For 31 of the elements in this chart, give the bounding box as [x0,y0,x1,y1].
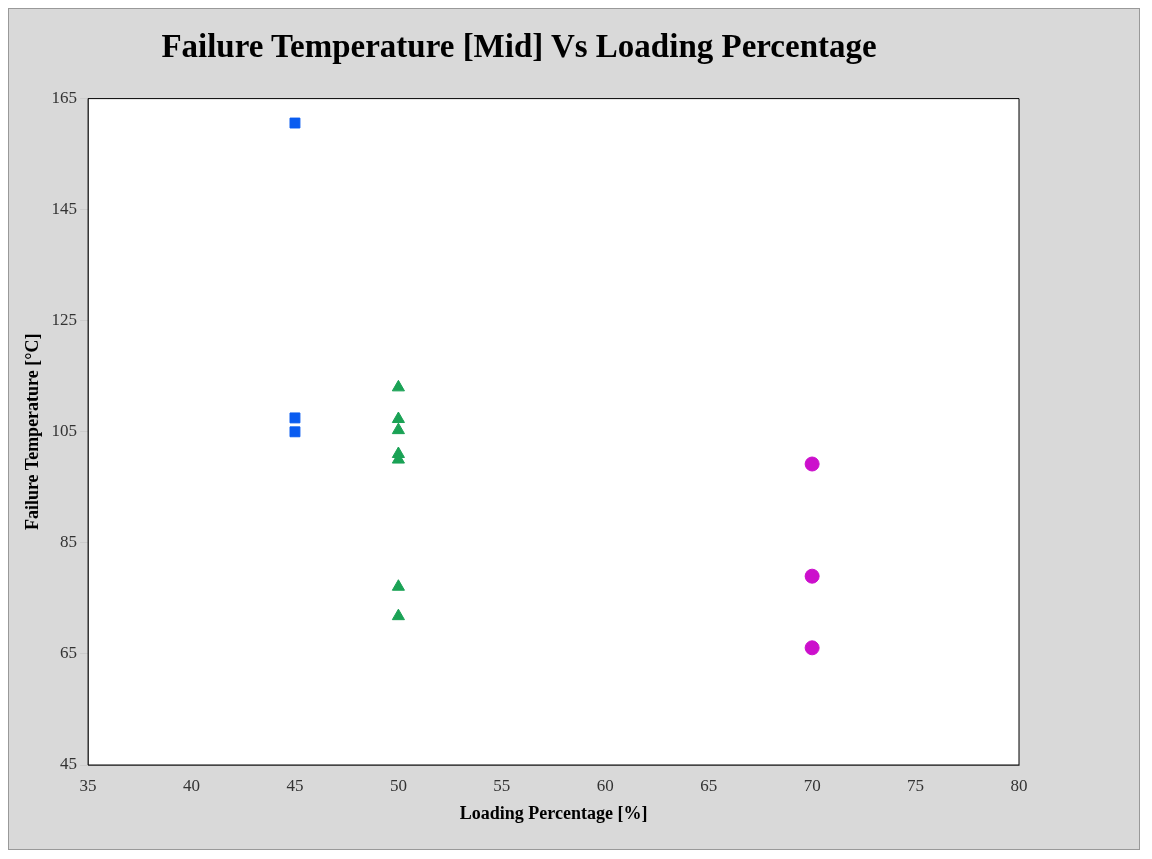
x-tick-label: 35 [79,775,97,795]
y-tick-label: 165 [51,88,78,108]
x-tick-label: 75 [907,775,925,795]
x-tick-label: 50 [389,775,407,795]
x-tick-label: 60 [596,775,614,795]
y-tick-label: 45 [60,754,78,774]
point [804,568,820,584]
point [289,426,301,438]
y-tick-label: 65 [60,643,78,663]
x-tick-label: 40 [183,775,201,795]
x-tick-label: 55 [493,775,511,795]
y-tick-label: 85 [60,532,78,552]
chart-title: Failure Temperature [Mid] Vs Loading Percentage [161,28,877,65]
point [391,422,405,435]
x-tick-label: 70 [803,775,821,795]
x-axis-title: Loading Percentage [%] [459,802,648,823]
y-axis-title: Failure Temperature [°C] [22,333,43,531]
x-tick-label: 65 [700,775,718,795]
y-tick-label: 145 [51,199,78,219]
x-tick-label: 45 [286,775,304,795]
x-tick-label: 80 [1010,775,1028,795]
point [804,640,820,656]
point [289,117,301,129]
point [391,379,405,392]
point [289,412,301,424]
y-tick-label: 125 [51,310,78,330]
y-tick-label: 105 [51,421,78,441]
point [804,456,820,472]
point [391,579,405,591]
point [391,608,405,621]
point [391,411,405,424]
